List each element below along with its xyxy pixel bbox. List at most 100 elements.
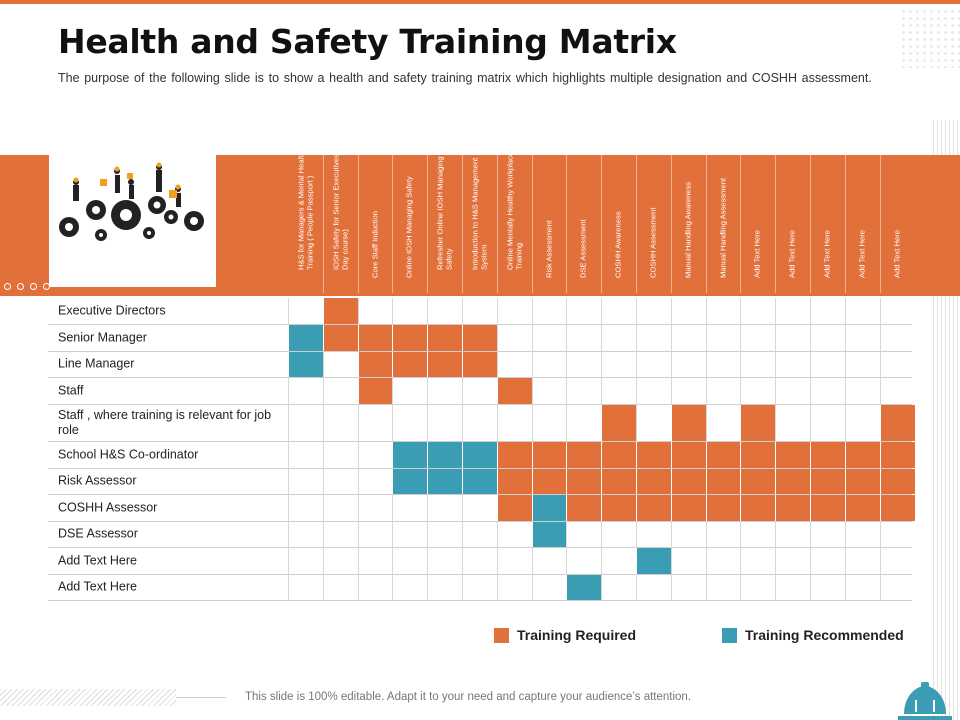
row-label: Staff xyxy=(58,383,84,398)
matrix-cell xyxy=(288,378,323,404)
legend-recommended: Training Recommended xyxy=(722,627,904,643)
cell-training-required xyxy=(357,325,393,351)
cell-training-recommended xyxy=(531,495,567,521)
matrix-cell xyxy=(705,548,741,574)
cell-training-required xyxy=(670,442,706,468)
matrix-cell xyxy=(392,298,427,324)
cell-training-required xyxy=(705,468,741,494)
matrix-cell xyxy=(775,405,810,441)
footer-note: This slide is 100% editable. Adapt it to… xyxy=(245,691,692,703)
matrix-cell xyxy=(601,378,636,404)
matrix-cell xyxy=(670,378,706,404)
cell-training-required xyxy=(705,495,741,521)
cell-training-required xyxy=(601,468,637,494)
matrix-cell xyxy=(496,405,532,441)
matrix-cell xyxy=(775,378,810,404)
matrix-cell xyxy=(531,405,567,441)
cell-training-required xyxy=(670,405,706,441)
matrix-cell xyxy=(427,495,462,521)
cell-training-required xyxy=(566,468,602,494)
matrix-cell xyxy=(740,378,775,404)
row-label: Add Text Here xyxy=(58,553,137,568)
row-label: School H&S Co-ordinator xyxy=(58,447,199,462)
matrix-row: Staff xyxy=(48,378,912,405)
legend-required-label: Training Required xyxy=(517,627,637,643)
cell-training-required xyxy=(427,325,463,351)
cell-training-required xyxy=(496,495,532,521)
cell-training-required xyxy=(879,468,915,494)
matrix-cell xyxy=(810,298,845,324)
matrix-cell xyxy=(496,298,532,324)
matrix-cell xyxy=(531,298,567,324)
matrix-cell xyxy=(288,548,323,574)
matrix-cell xyxy=(566,325,601,351)
matrix-cell xyxy=(288,574,323,600)
cell-training-required xyxy=(810,442,846,468)
matrix-cell xyxy=(775,351,810,377)
row-label: Add Text Here xyxy=(58,579,137,594)
column-header-label: Add Text Here xyxy=(857,230,867,279)
matrix-cell xyxy=(810,548,845,574)
cell-training-required xyxy=(844,495,880,521)
matrix-cell xyxy=(879,378,915,404)
page-subtitle: The purpose of the following slide is to… xyxy=(58,71,872,85)
column-header-label: Risk Assessment xyxy=(544,220,554,279)
column-header: Add Text Here xyxy=(810,155,845,293)
matrix-cell xyxy=(601,548,636,574)
column-header-label: COSHH Awareness xyxy=(613,211,623,279)
matrix-cell xyxy=(740,521,775,547)
matrix-cell xyxy=(531,574,567,600)
matrix-cell xyxy=(670,574,706,600)
column-header-label: DSE Assessment xyxy=(579,219,589,279)
matrix-cell xyxy=(427,521,462,547)
matrix-cell xyxy=(705,574,741,600)
matrix-cell xyxy=(844,405,880,441)
matrix-cell xyxy=(357,548,393,574)
column-header: Add Text Here xyxy=(775,155,810,293)
cell-training-required xyxy=(531,442,567,468)
column-header-label: Refresher Online IOSH Managing Safety xyxy=(435,156,454,270)
cell-training-required xyxy=(601,405,637,441)
matrix-cell xyxy=(670,298,706,324)
cell-training-required xyxy=(566,495,602,521)
column-header-label: Online IOSH Managing Safety xyxy=(405,176,415,279)
matrix-cell xyxy=(740,548,775,574)
column-header-label: Introduction to H&S Management System xyxy=(470,157,488,270)
cell-training-required xyxy=(462,351,498,377)
column-header-label: Core Staff Induction xyxy=(370,211,380,279)
matrix-cell xyxy=(392,574,427,600)
matrix-cell xyxy=(775,325,810,351)
cell-training-required xyxy=(322,298,358,324)
cell-training-recommended xyxy=(392,442,428,468)
matrix-cell xyxy=(322,574,358,600)
column-header-label: Add Text Here xyxy=(822,230,832,279)
cell-training-required xyxy=(879,495,915,521)
cell-training-required xyxy=(844,468,880,494)
matrix-cell xyxy=(705,325,741,351)
matrix-cell xyxy=(844,574,880,600)
band-dots-decoration xyxy=(4,283,50,290)
matrix-cell xyxy=(636,521,671,547)
matrix-cell xyxy=(357,298,393,324)
cell-training-required xyxy=(496,468,532,494)
legend-recommended-label: Training Recommended xyxy=(745,627,904,643)
page-title: Health and Safety Training Matrix xyxy=(58,22,677,61)
cell-training-required xyxy=(392,325,428,351)
cell-training-required xyxy=(496,442,532,468)
matrix-cell xyxy=(879,351,915,377)
matrix-cell xyxy=(670,548,706,574)
matrix-cell xyxy=(357,442,393,468)
legend-recommended-swatch xyxy=(722,627,737,643)
matrix-cell xyxy=(810,351,845,377)
column-header-label: Add Text Here xyxy=(753,230,763,279)
matrix-cell xyxy=(462,574,497,600)
column-header: H&S for Managers & Mental Health Trainin… xyxy=(288,151,323,293)
matrix-cell xyxy=(392,495,427,521)
matrix-cell xyxy=(392,521,427,547)
row-label: Senior Manager xyxy=(58,330,147,345)
matrix-cell xyxy=(775,521,810,547)
matrix-cell xyxy=(844,325,880,351)
matrix-row: School H&S Co-ordinator xyxy=(48,442,915,469)
column-header-label: H&S for Managers & Mental Health Trainin… xyxy=(295,151,314,270)
cell-training-required xyxy=(879,405,915,441)
